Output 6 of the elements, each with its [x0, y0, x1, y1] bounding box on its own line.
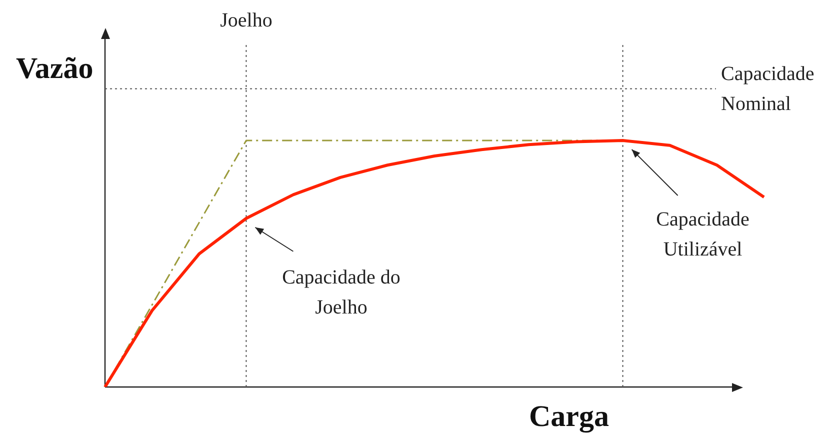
text: Joelho	[220, 9, 272, 32]
annotation: Capacidade Utilizável	[656, 208, 750, 261]
ref-line-label: Capacidade Nominal	[721, 62, 814, 115]
annotation: Capacidade do Joelho	[282, 266, 400, 319]
x-axis-title: Carga	[529, 400, 609, 433]
y-axis-title: Vazão	[16, 52, 94, 85]
